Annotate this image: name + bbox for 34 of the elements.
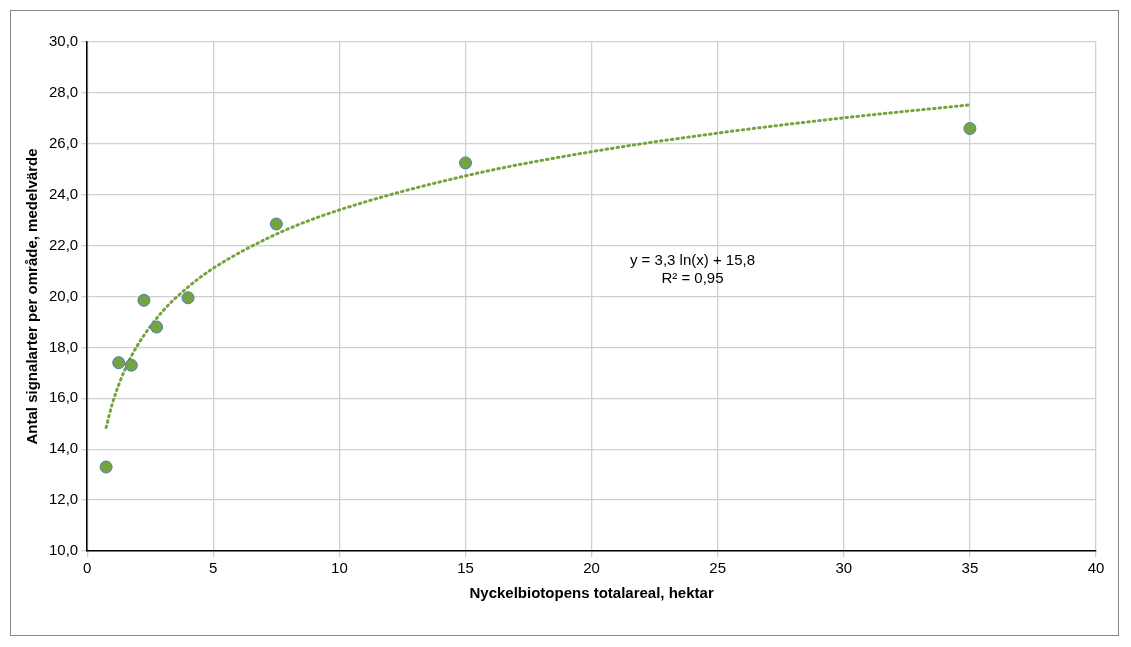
annotation: R² = 0,95 [661, 269, 724, 287]
y-tick-label: 18,0 [48, 337, 79, 355]
point [150, 320, 164, 334]
y-tick-label: 26,0 [48, 133, 79, 151]
y-tick-label: 16,0 [48, 388, 79, 406]
point [181, 291, 195, 305]
y-axis-title: Antal signalarter per område, medelvärde [23, 148, 41, 445]
point [963, 122, 977, 136]
y-tick-label: 12,0 [48, 490, 79, 508]
y-tick-label: 22,0 [48, 235, 79, 253]
y-tick-label: 10,0 [48, 541, 79, 559]
y-tick-label: 30,0 [48, 32, 79, 50]
x-tick-label: 40 [1087, 559, 1105, 577]
point [459, 156, 472, 170]
point [124, 358, 138, 372]
x-tick-label: 15 [457, 559, 474, 577]
line-series [104, 103, 972, 430]
y-tick-label: 14,0 [48, 439, 79, 457]
x-tick-label: 30 [835, 559, 853, 577]
annotation: y = 3,3 ln(x) + 15,8 [629, 251, 756, 269]
y-tick-label: 28,0 [48, 83, 79, 101]
point [112, 356, 126, 370]
y-tick-label: 24,0 [48, 184, 79, 202]
x-tick-label: 20 [583, 559, 600, 577]
x-tick-label: 25 [709, 559, 727, 577]
x-axis-title: Nyckelbiotopens totalareal, hektar [469, 584, 714, 602]
y-tick-label: 20,0 [48, 286, 79, 304]
x-tick-label: 5 [209, 559, 218, 577]
point [99, 460, 113, 474]
x-tick-label: 35 [961, 559, 979, 577]
point [269, 217, 283, 231]
point [137, 293, 151, 307]
x-tick-label: 10 [331, 559, 348, 577]
x-tick-label: 0 [83, 559, 92, 577]
